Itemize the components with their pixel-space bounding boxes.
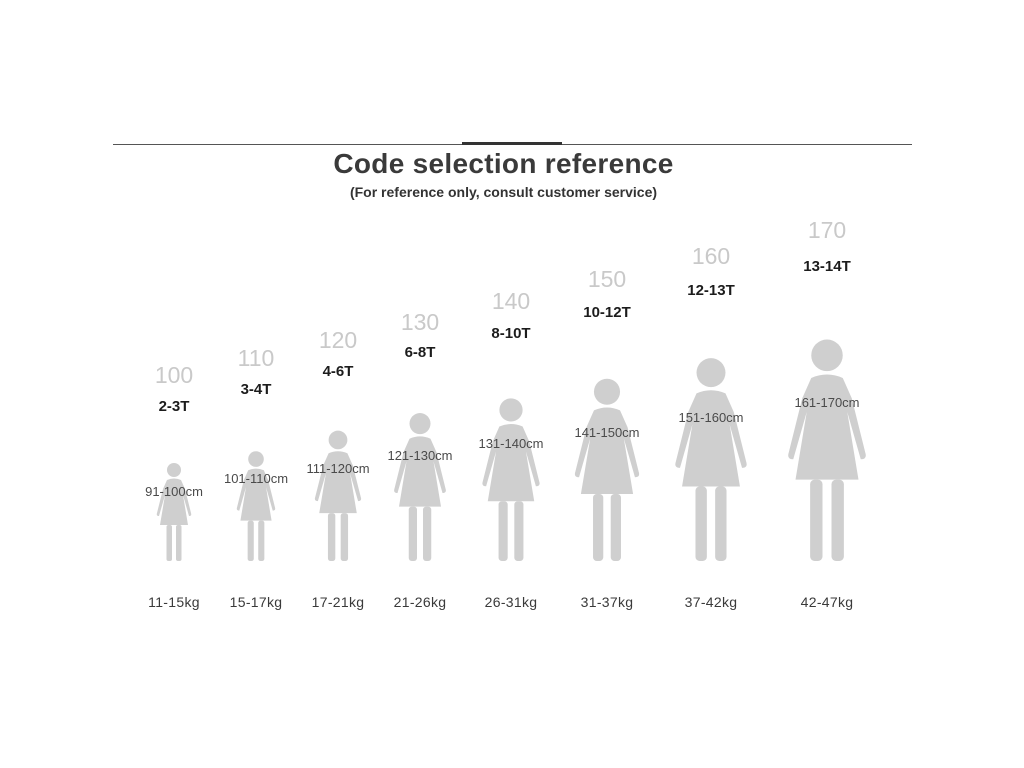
height-range-label: 101-110cm <box>223 471 289 486</box>
person-silhouette-icon <box>387 410 453 561</box>
page-title: Code selection reference <box>333 148 674 179</box>
person-silhouette-icon <box>232 449 281 561</box>
height-number-150: 150 <box>587 266 627 292</box>
person-silhouette-icon <box>666 354 757 561</box>
age-label: 3-4T <box>240 381 272 398</box>
weight-range-label: 26-31kg <box>484 594 538 610</box>
height-number-110: 110 <box>237 345 275 371</box>
weight-range-label: 11-15kg <box>148 594 200 610</box>
person-silhouette-icon <box>152 461 196 561</box>
weight-range-label: 17-21kg <box>311 594 365 610</box>
height-number-160: 160 <box>691 243 731 269</box>
person-silhouette-icon <box>475 395 548 561</box>
height-range-label: 111-120cm <box>306 461 370 476</box>
age-label: 6-8T <box>404 344 436 361</box>
person-silhouette-icon <box>778 335 877 561</box>
age-label: 13-14T <box>803 258 851 275</box>
weight-range-label: 31-37kg <box>580 594 634 610</box>
person-silhouette-icon <box>566 375 648 561</box>
height-range-label: 121-130cm <box>387 448 453 463</box>
age-label: 12-13T <box>687 282 735 299</box>
height-number-140: 140 <box>491 288 531 314</box>
height-number-170: 170 <box>807 217 847 243</box>
height-range-label: 161-170cm <box>794 395 860 410</box>
height-range-label: 141-150cm <box>574 425 640 440</box>
weight-range-label: 15-17kg <box>229 594 283 610</box>
age-label: 8-10T <box>491 325 531 342</box>
height-number-130: 130 <box>400 309 440 335</box>
age-label: 4-6T <box>322 363 354 380</box>
divider-accent-bar <box>462 142 562 145</box>
weight-range-label: 21-26kg <box>393 594 447 610</box>
person-silhouette-icon <box>309 428 368 561</box>
page-subtitle: (For reference only, consult customer se… <box>349 184 658 200</box>
weight-range-label: 37-42kg <box>684 594 738 610</box>
age-label: 10-12T <box>583 304 631 321</box>
height-range-label: 91-100cm <box>145 484 203 499</box>
height-range-label: 131-140cm <box>478 436 544 451</box>
age-label: 2-3T <box>158 398 190 415</box>
weight-range-label: 42-47kg <box>800 594 854 610</box>
height-number-100: 100 <box>154 362 194 388</box>
height-range-label: 151-160cm <box>678 410 744 425</box>
height-number-120: 120 <box>318 327 358 353</box>
